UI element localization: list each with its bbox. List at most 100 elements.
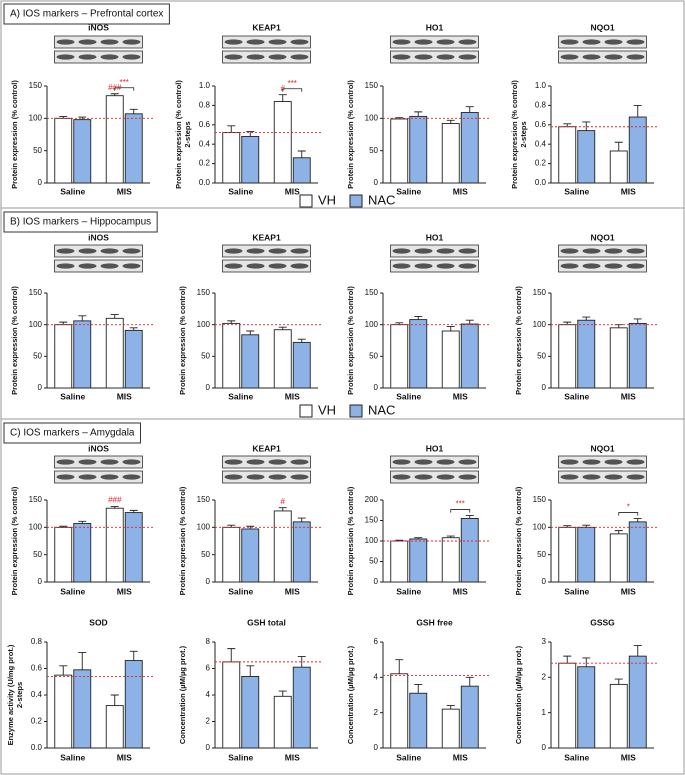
error-bar: [614, 324, 623, 328]
blot-band: [100, 54, 119, 60]
bar: [222, 322, 241, 389]
y-tick-label: 0: [206, 743, 211, 752]
blot-band: [458, 474, 477, 480]
blot-band: [224, 474, 243, 480]
error-bar: [78, 315, 87, 321]
y-tick-label: 0.6: [31, 664, 43, 673]
blot-band: [582, 263, 601, 269]
blot-band: [78, 459, 97, 465]
error-bar: [582, 316, 591, 321]
bar: [609, 327, 628, 389]
bar: [73, 669, 92, 749]
blot-band: [626, 474, 645, 480]
y-tick-label: 6: [374, 637, 379, 646]
y-tick-label: 0.8: [535, 101, 547, 110]
blot-band: [122, 39, 141, 45]
y-tick-label: 50: [33, 146, 42, 155]
y-tick-label: 0: [38, 383, 43, 392]
blot-band: [436, 459, 455, 465]
blot-band: [458, 459, 477, 465]
y-tick-label: 0: [38, 178, 43, 187]
blot-strip: [558, 470, 647, 484]
bar: [54, 526, 73, 583]
blot-band: [604, 263, 623, 269]
blot-strip: [222, 470, 311, 484]
error-bar: [297, 517, 306, 522]
blot-band: [122, 474, 141, 480]
x-tick-label: Saline: [396, 391, 421, 401]
x-tick-label: MIS: [453, 186, 468, 196]
bar: [222, 526, 241, 583]
y-tick-label: 150: [29, 81, 43, 90]
error-bar: [227, 648, 236, 662]
bar: [54, 117, 73, 184]
y-tick-label: 0: [374, 743, 379, 752]
x-tick-label: MIS: [285, 391, 300, 401]
blot-band: [268, 248, 287, 254]
y-tick-label: 150: [533, 288, 547, 297]
y-axis-label: Enzyme activity (U/mg prot.): [6, 644, 15, 745]
x-tick-label: MIS: [453, 586, 468, 596]
blot-band: [626, 39, 645, 45]
legend-label: VH: [318, 402, 336, 417]
y-tick-label: 0: [206, 383, 211, 392]
blot-strip: [222, 455, 311, 469]
bar: [460, 323, 479, 389]
error-bar: [582, 657, 591, 667]
blot-band: [414, 459, 433, 465]
error-bar: [278, 507, 287, 511]
blot-band: [392, 459, 411, 465]
panel-title: iNOS: [88, 22, 109, 32]
y-axis-label: Protein expression (% control): [346, 286, 355, 395]
blot-band: [100, 263, 119, 269]
x-tick-label: MIS: [621, 752, 636, 762]
bar: [577, 319, 596, 389]
panel-title: HO1: [426, 443, 444, 453]
bar: [273, 510, 292, 583]
blot-band: [582, 54, 601, 60]
blot-band: [56, 459, 75, 465]
error-bar: [297, 656, 306, 668]
y-tick-label: 0.6: [535, 120, 547, 129]
section-box: [3, 422, 141, 444]
blot-band: [78, 474, 97, 480]
blot-band: [604, 459, 623, 465]
blot-band: [414, 54, 433, 60]
annotation: #: [281, 497, 286, 506]
blot-band: [224, 248, 243, 254]
bar: [441, 537, 460, 583]
bar: [577, 526, 596, 583]
blot-band: [560, 248, 579, 254]
panel-title: NQO1: [590, 22, 614, 32]
bar: [241, 135, 260, 184]
error-bar: [465, 515, 474, 519]
bar: [292, 341, 311, 389]
error-bar: [110, 314, 119, 319]
blot-band: [436, 39, 455, 45]
y-tick-label: 0: [38, 577, 43, 586]
y-tick-label: 50: [33, 550, 42, 559]
blot-band: [268, 39, 287, 45]
error-bar: [110, 506, 119, 509]
bar: [390, 540, 409, 583]
blot-band: [436, 54, 455, 60]
legend-swatch: [299, 194, 313, 208]
blot-strip: [54, 244, 143, 258]
blot-band: [560, 474, 579, 480]
blot-strip: [390, 35, 479, 49]
error-bar: [246, 330, 255, 335]
y-tick-label: 50: [369, 351, 378, 360]
error-bar: [582, 121, 591, 131]
error-bar: [297, 338, 306, 343]
bar: [390, 324, 409, 389]
blot-band: [100, 474, 119, 480]
x-tick-label: MIS: [285, 752, 300, 762]
y-tick-label: 0.2: [199, 159, 211, 168]
x-tick-label: MIS: [117, 186, 132, 196]
error-bar: [278, 94, 287, 102]
error-bar: [59, 665, 68, 676]
blot-band: [604, 39, 623, 45]
blot-strip: [222, 244, 311, 258]
panel-title: iNOS: [88, 443, 109, 453]
y-tick-label: 50: [201, 550, 210, 559]
